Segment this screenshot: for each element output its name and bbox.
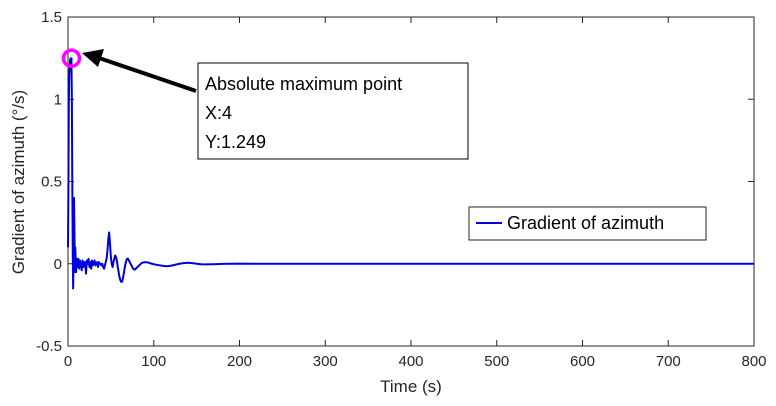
y-axis-ticks: -0.5 0 0.5 1 1.5 bbox=[36, 9, 754, 355]
x-tick-label: 800 bbox=[741, 353, 766, 370]
annotation-line-3: Y:1.249 bbox=[205, 132, 266, 152]
x-tick-label: 400 bbox=[398, 353, 423, 370]
x-tick-label: 200 bbox=[227, 353, 252, 370]
y-tick-label: 0 bbox=[54, 256, 62, 273]
y-tick-label: 0.5 bbox=[41, 174, 62, 191]
x-tick-label: 500 bbox=[484, 353, 509, 370]
y-tick-label: 1 bbox=[54, 91, 62, 108]
annotation-arrow bbox=[82, 49, 197, 93]
x-tick-label: 600 bbox=[570, 353, 595, 370]
y-tick-label: -0.5 bbox=[36, 338, 62, 355]
series-line-gradient-of-azimuth bbox=[67, 57, 754, 290]
x-tick-label: 300 bbox=[313, 353, 338, 370]
y-axis-label: Gradient of azimuth (°/s) bbox=[9, 90, 28, 274]
legend: Gradient of azimuth bbox=[468, 206, 707, 241]
max-point-marker bbox=[61, 48, 82, 69]
annotation-box: Absolute maximum point X:4 Y:1.249 bbox=[197, 62, 469, 160]
x-tick-label: 0 bbox=[64, 353, 72, 370]
annotation-line-1: Absolute maximum point bbox=[205, 74, 402, 94]
x-axis-ticks: 0 100 200 300 400 500 600 700 800 bbox=[64, 17, 767, 370]
legend-entry: Gradient of azimuth bbox=[507, 213, 664, 233]
y-tick-label: 1.5 bbox=[41, 9, 62, 26]
annotation-line-2: X:4 bbox=[205, 103, 232, 123]
x-tick-label: 700 bbox=[656, 353, 681, 370]
x-axis-label: Time (s) bbox=[380, 377, 442, 396]
x-tick-label: 100 bbox=[141, 353, 166, 370]
